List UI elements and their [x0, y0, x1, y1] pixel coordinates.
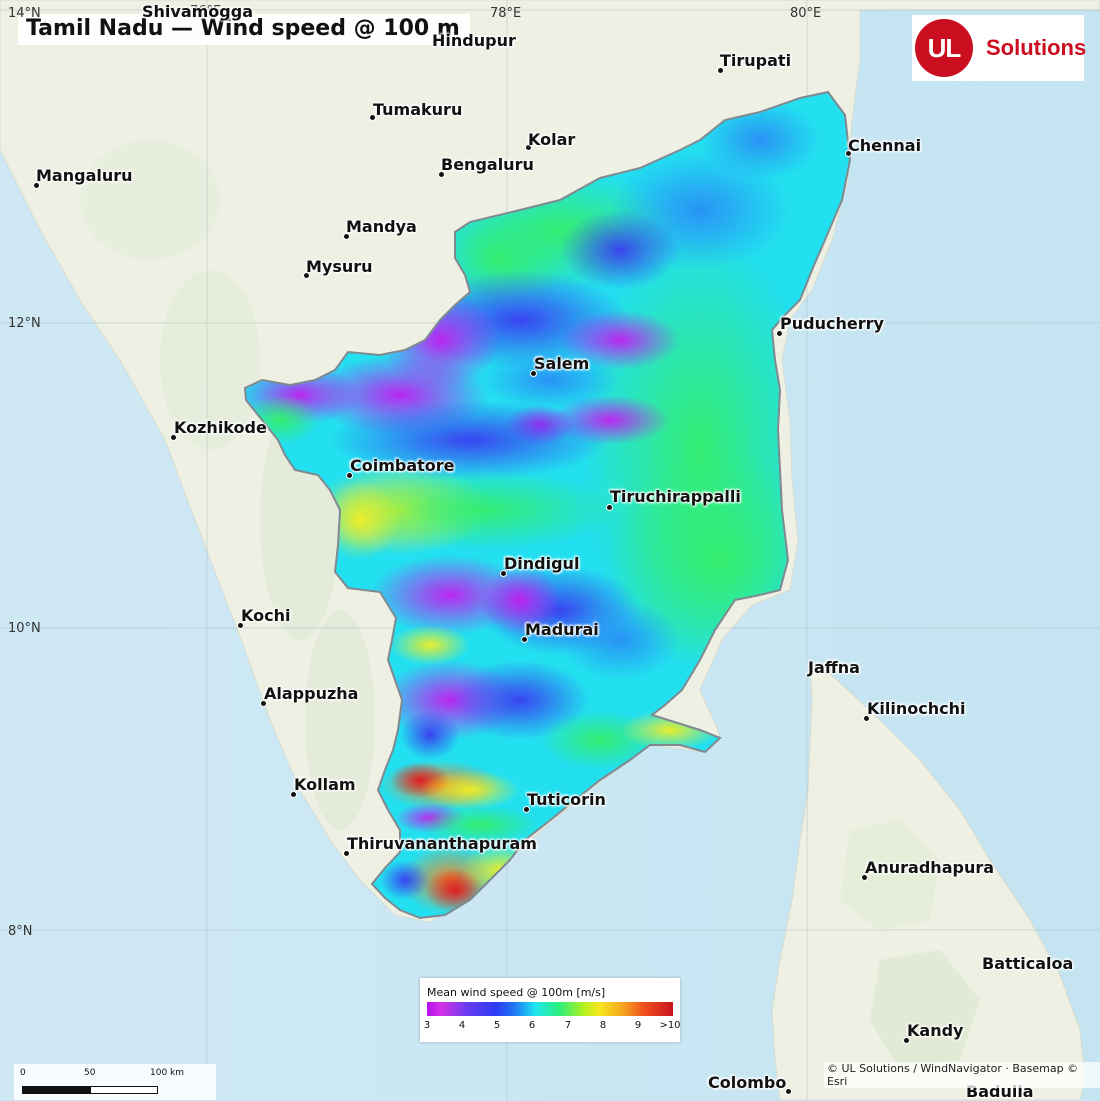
wind-speed-legend: Mean wind speed @ 100m [m/s] 3 4 5 6 7 8…	[420, 978, 681, 1042]
city-label-tuticorin[interactable]: Tuticorin	[527, 790, 606, 809]
city-label-kollam[interactable]: Kollam	[294, 775, 356, 794]
city-label-bengaluru[interactable]: Bengaluru	[441, 155, 534, 174]
city-dot	[260, 700, 267, 707]
city-dot	[237, 622, 244, 629]
latitude-label-10n: 10°N	[8, 621, 41, 636]
city-label-kolar[interactable]: Kolar	[528, 130, 576, 149]
scale-bar: 0 50 100 km	[14, 1064, 216, 1100]
tamil-nadu-boundary	[243, 90, 852, 920]
city-label-tumakuru[interactable]: Tumakuru	[373, 100, 463, 119]
city-label-kandy[interactable]: Kandy	[907, 1021, 964, 1040]
city-label-mandya[interactable]: Mandya	[346, 217, 417, 236]
ul-logo-mark: UL	[927, 33, 962, 63]
latitude-label-12n: 12°N	[8, 316, 41, 331]
city-label-shivamogga[interactable]: Shivamogga	[142, 2, 253, 21]
city-dot	[530, 370, 537, 377]
city-dot	[606, 504, 613, 511]
scale-label: 0	[20, 1068, 26, 1078]
city-label-tiruchirappalli[interactable]: Tiruchirappalli	[610, 487, 741, 506]
legend-color-bar	[427, 1002, 673, 1016]
legend-tick: 6	[528, 1020, 536, 1031]
legend-tick: 4	[458, 1020, 466, 1031]
city-dot	[785, 1088, 792, 1095]
city-dot	[290, 791, 297, 798]
city-label-thiruvananthapuram[interactable]: Thiruvananthapuram	[347, 834, 537, 853]
city-label-colombo[interactable]: Colombo	[708, 1073, 787, 1092]
scale-label: 100 km	[150, 1068, 185, 1078]
city-dot	[863, 715, 870, 722]
city-label-anuradhapura[interactable]: Anuradhapura	[865, 858, 995, 877]
city-label-hindupur[interactable]: Hindupur	[432, 31, 516, 50]
legend-tick: 7	[564, 1020, 572, 1031]
legend-tick: 9	[634, 1020, 642, 1031]
city-label-tirupati[interactable]: Tirupati	[720, 51, 792, 70]
scale-segment-light	[90, 1086, 158, 1094]
city-label-mangaluru[interactable]: Mangaluru	[36, 166, 133, 185]
city-dot	[438, 171, 445, 178]
city-label-kilinochchi[interactable]: Kilinochchi	[867, 699, 966, 718]
city-dot	[346, 472, 353, 479]
longitude-label-76e: 76°E	[190, 4, 222, 19]
scale-label: 50	[84, 1068, 96, 1078]
longitude-label-80e: 80°E	[790, 6, 822, 21]
city-dot	[903, 1037, 910, 1044]
city-dot	[776, 330, 783, 337]
legend-title: Mean wind speed @ 100m [m/s]	[427, 986, 606, 999]
ul-logo-text: Solutions	[986, 35, 1087, 60]
latitude-label-14n: 14°N	[8, 6, 41, 21]
city-label-salem[interactable]: Salem	[534, 354, 590, 373]
latitude-label-8n: 8°N	[8, 924, 33, 939]
legend-tick: 3	[423, 1020, 431, 1031]
city-label-coimbatore[interactable]: Coimbatore	[350, 456, 455, 475]
city-dot	[521, 636, 528, 643]
legend-tick: 5	[493, 1020, 501, 1031]
city-label-alappuzha[interactable]: Alappuzha	[264, 684, 359, 703]
city-label-chennai[interactable]: Chennai	[848, 136, 922, 155]
city-label-batticaloa[interactable]: Batticaloa	[982, 954, 1074, 973]
city-dot	[500, 570, 507, 577]
city-dot	[303, 272, 310, 279]
ul-solutions-logo: UL Solutions	[912, 15, 1087, 81]
legend-ticks: 3 4 5 6 7 8 9 >10	[420, 1020, 681, 1034]
scale-segment-dark	[22, 1086, 90, 1094]
city-dot	[717, 67, 724, 74]
city-dot	[33, 182, 40, 189]
city-dot	[861, 874, 868, 881]
city-dot	[523, 806, 530, 813]
city-dot	[170, 434, 177, 441]
city-dot	[343, 850, 350, 857]
attribution: © UL Solutions / WindNavigator · Basemap…	[824, 1062, 1100, 1088]
city-dot	[845, 150, 852, 157]
city-label-dindigul[interactable]: Dindigul	[504, 554, 580, 573]
ul-logo-circle	[915, 19, 973, 77]
legend-tick: >10	[659, 1020, 681, 1031]
city-dot	[369, 114, 376, 121]
city-label-puducherry[interactable]: Puducherry	[780, 314, 884, 333]
city-label-kozhikode[interactable]: Kozhikode	[174, 418, 267, 437]
longitude-label-78e: 78°E	[490, 6, 522, 21]
map-title: Tamil Nadu — Wind speed @ 100 m	[18, 14, 470, 45]
city-dot	[525, 144, 532, 151]
legend-tick: 8	[599, 1020, 607, 1031]
city-label-kochi[interactable]: Kochi	[241, 606, 291, 625]
city-dot	[343, 233, 350, 240]
city-label-jaffna[interactable]: Jaffna	[808, 658, 860, 677]
city-label-mysuru[interactable]: Mysuru	[306, 257, 373, 276]
city-label-madurai[interactable]: Madurai	[525, 620, 599, 639]
